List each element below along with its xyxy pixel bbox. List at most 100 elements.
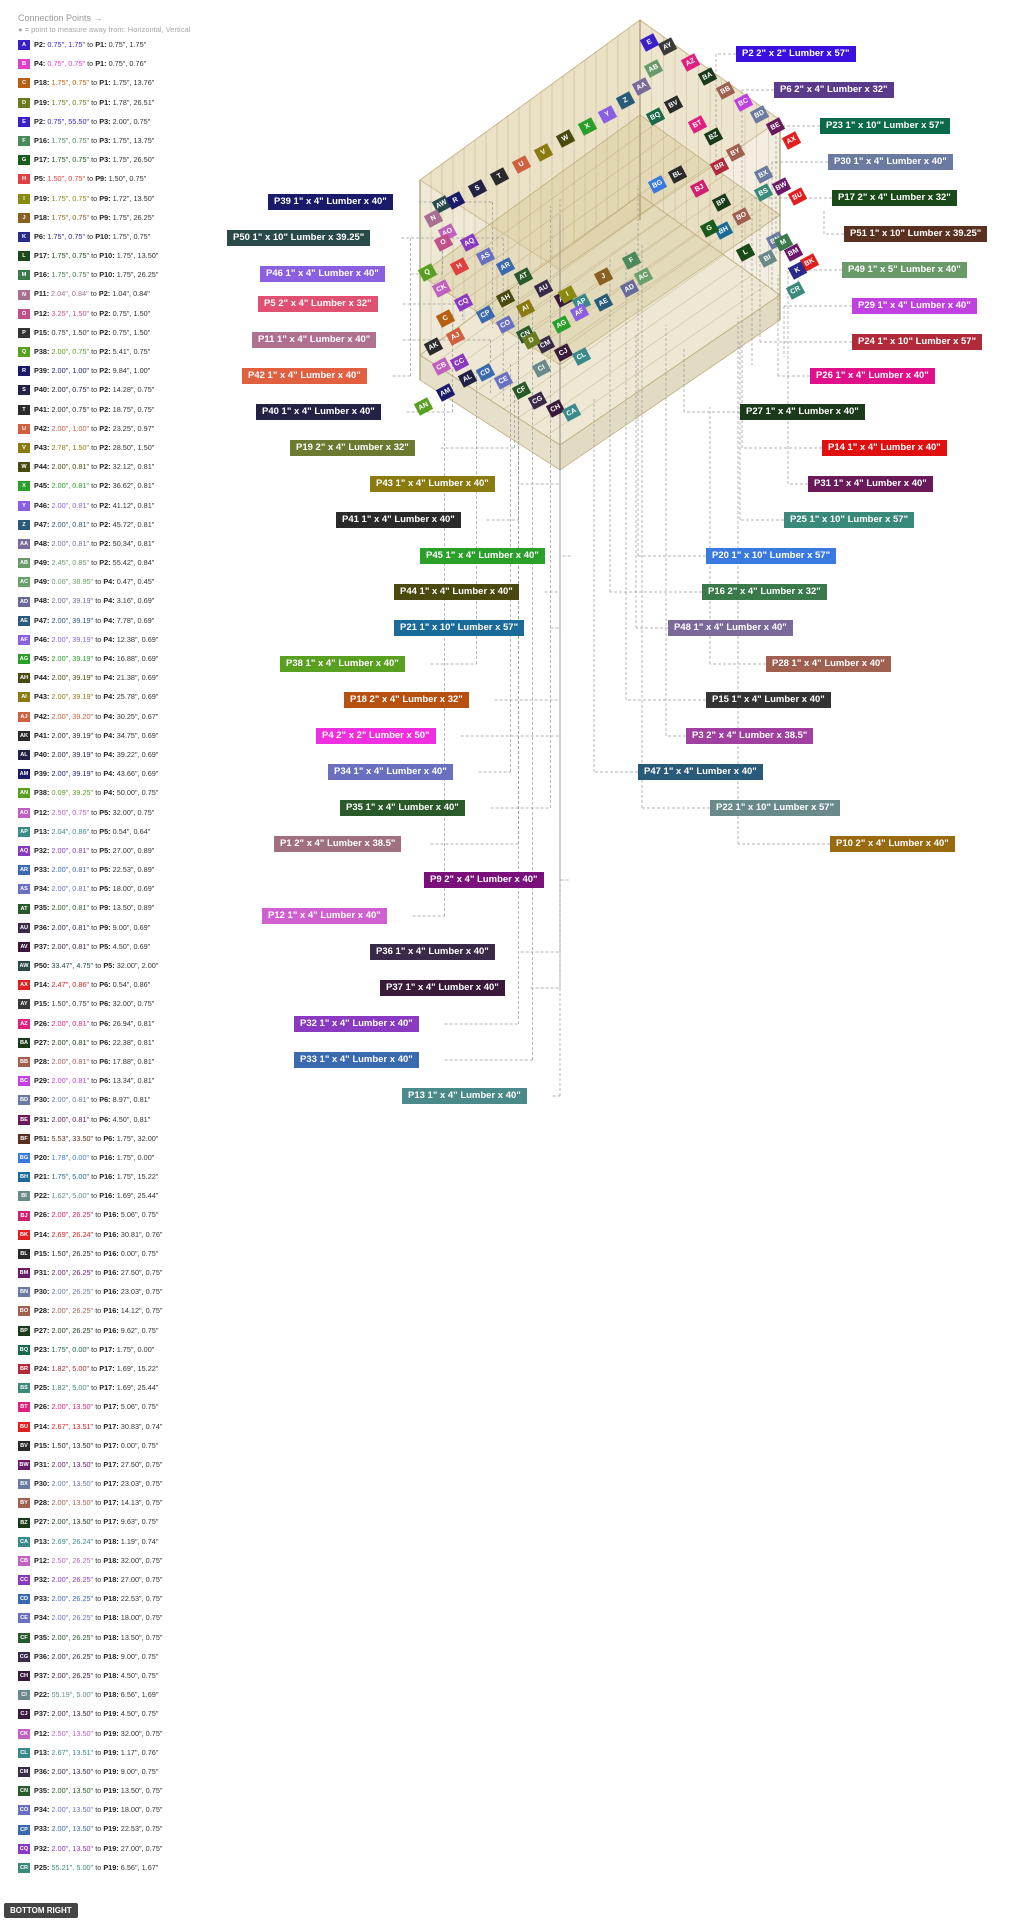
legend-to: to [91, 212, 98, 222]
legend-value-a: 2.00", 13.50" [51, 1766, 94, 1776]
legend-row: CP P33: 2.00", 13.50" to P19: 22.53", 0.7… [18, 1824, 258, 1843]
legend-part-a: P34: [34, 1805, 50, 1815]
legend-value-b: 32.00", 0.75" [120, 1728, 163, 1738]
legend-part-a: P16: [34, 270, 50, 280]
legend-to: to [91, 1383, 98, 1393]
legend-row: BY P28: 2.00", 13.50" to P17: 14.13", 0.7… [18, 1498, 258, 1517]
legend-key: Z [18, 519, 30, 530]
legend-to: to [91, 884, 98, 894]
legend-row: K P6: 1.75", 0.75" to P10: 1.75", 0.75" [18, 232, 258, 251]
part-size: 1" x 4" Lumber x 40" [405, 982, 499, 993]
legend-part-b: P2: [99, 462, 111, 472]
legend-to: to [91, 1172, 98, 1182]
legend-row: W P44: 2.00", 0.81" to P2: 32.12", 0.81" [18, 462, 258, 481]
legend-value-b: 6.56", 1.69" [120, 1690, 159, 1700]
legend-row: P P15: 0.75", 1.50" to P2: 0.75", 1.50" [18, 328, 258, 347]
view-bottom-right-button[interactable]: BOTTOM RIGHT [4, 1903, 78, 1918]
legend-row: CB P12: 2.50", 26.25" to P18: 32.00", 0.7… [18, 1556, 258, 1575]
legend-value-a: 1.75", 0.75" [51, 212, 90, 222]
legend-key: R [18, 366, 30, 377]
legend-part-b: P9: [99, 212, 111, 222]
legend-key: AD [18, 596, 30, 607]
part-id: P2 [742, 48, 754, 59]
legend-part-a: P46: [34, 500, 50, 510]
legend-key: BD [18, 1095, 30, 1106]
part-id: P27 [746, 406, 763, 417]
legend-part-b: P2: [99, 500, 111, 510]
legend-key: AT [18, 903, 30, 914]
legend-part-a: P14: [34, 980, 50, 990]
legend-to: to [95, 1210, 102, 1220]
legend-part-a: P47: [34, 615, 50, 625]
legend-to: to [95, 711, 102, 721]
part-label: P22 1" x 10" Lumber x 57" [710, 800, 841, 816]
legend-key: C [18, 78, 30, 89]
legend-value-a: 2.00", 26.25" [51, 1613, 94, 1623]
legend-to: to [91, 1152, 98, 1162]
part-label: P47 1" x 4" Lumber x 40" [638, 764, 763, 780]
legend-value-a: 55.21", 5.00" [51, 1862, 94, 1872]
legend-part-b: P18: [103, 1613, 119, 1623]
legend-key: BP [18, 1325, 30, 1336]
legend-key: AF [18, 634, 30, 645]
legend-row: AC P49: 0.06", 38.95" to P4: 0.47", 0.45" [18, 577, 258, 596]
legend-row: R P39: 2.00", 1.00" to P2: 9.84", 1.00" [18, 366, 258, 385]
legend-part-b: P2: [99, 442, 111, 452]
legend-part-b: P5: [103, 961, 115, 970]
legend-part-a: P14: [34, 1421, 50, 1431]
legend-key: H [18, 174, 30, 185]
legend-to: to [87, 231, 94, 241]
legend-row: BI P22: 1.62", 5.00" to P16: 1.69", 25.44… [18, 1191, 258, 1210]
legend-to: to [95, 1728, 102, 1738]
part-label: P13 1" x 4" Lumber x 40" [402, 1088, 527, 1104]
legend-key: AE [18, 615, 30, 626]
legend-to: to [91, 462, 98, 472]
legend-to: to [91, 1018, 98, 1028]
legend-row: BU P14: 2.67", 13.51" to P17: 30.83", 0.7… [18, 1422, 258, 1441]
part-id: P3 [692, 730, 704, 741]
shelf-slat [461, 144, 683, 303]
legend-value-b: 0.75", 1.50" [112, 327, 151, 337]
legend-key: V [18, 443, 30, 454]
legend-to: to [91, 999, 98, 1009]
legend-list: A P2: 0.75", 1.75" to P1: 0.75", 1.75" B P4… [18, 40, 258, 1882]
legend-part-b: P2: [99, 404, 111, 414]
part-label: P26 1" x 4" Lumber x 40" [810, 368, 935, 384]
legend-to: to [95, 1862, 102, 1872]
legend-part-a: P12: [34, 1728, 50, 1738]
legend-key: CQ [18, 1843, 30, 1854]
legend-to: to [91, 97, 98, 107]
part-label: P42 1" x 4" Lumber x 40" [242, 368, 367, 384]
legend-to: to [91, 481, 98, 491]
legend-part-b: P10: [95, 231, 111, 241]
legend-value-b: 32.12", 0.81" [112, 462, 155, 472]
part-size: 1" x 4" Lumber x 40" [395, 946, 489, 957]
legend-value-a: 1.75", 0.75" [51, 135, 90, 145]
legend-key: AG [18, 654, 30, 665]
legend-part-b: P4: [103, 692, 115, 702]
legend-value-a: 1.75", 0.75" [51, 97, 90, 107]
legend-part-b: P19: [103, 1766, 119, 1776]
legend-row: AA P48: 2.00", 0.81" to P2: 50.34", 0.81" [18, 539, 258, 558]
legend-part-b: P6: [99, 1037, 111, 1047]
legend-value-b: 3.16", 0.69" [116, 596, 155, 606]
legend-part-a: P27: [34, 1517, 50, 1527]
legend-key: O [18, 308, 30, 319]
legend-part-b: P18: [103, 1594, 119, 1604]
legend-part-a: P36: [34, 1766, 50, 1776]
legend-key: AS [18, 884, 30, 895]
legend-key: X [18, 481, 30, 492]
legend-to: to [91, 442, 98, 452]
legend-part-a: P38: [34, 788, 50, 798]
part-label: P25 1" x 10" Lumber x 57" [784, 512, 915, 528]
part-size: 2" x 4" Lumber x 40" [444, 874, 538, 885]
part-size: 2" x 2" Lumber x 57" [756, 48, 850, 59]
legend-part-b: P17: [103, 1421, 119, 1431]
part-size: 1" x 4" Lumber x 40" [833, 478, 927, 489]
legend-to: to [95, 1632, 102, 1642]
legend-value-b: 0.47", 0.45" [116, 577, 155, 587]
part-id: P5 [264, 298, 276, 309]
part-label: P16 2" x 4" Lumber x 32" [702, 584, 827, 600]
legend-part-b: P2: [99, 538, 111, 548]
legend-value-a: 2.00", 0.81" [51, 1114, 90, 1124]
